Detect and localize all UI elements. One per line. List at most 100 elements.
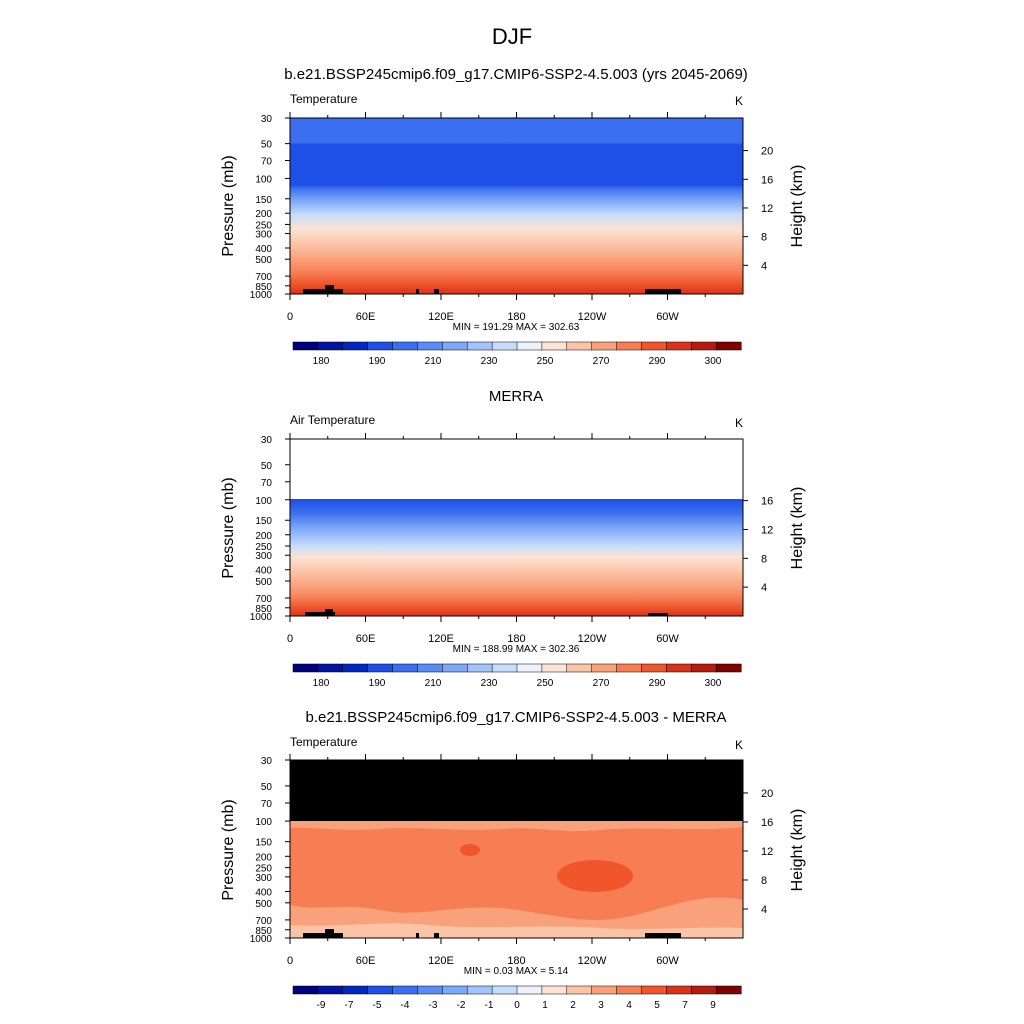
x-tick-label: 120E: [428, 955, 454, 967]
x-tick-label: 120W: [578, 311, 607, 323]
colorbar-swatch: [591, 341, 618, 351]
y-tick-label: 150: [255, 195, 272, 206]
y-tick-label: 70: [261, 799, 273, 810]
y-tick-label: 100: [255, 174, 272, 185]
x-tick-label: 120E: [428, 633, 454, 645]
colorbar-label: 250: [537, 678, 554, 689]
y-axis-label: Pressure (mb): [220, 155, 237, 256]
colorbar-swatch: [466, 341, 493, 351]
colorbar-label: 9: [710, 1000, 716, 1011]
colorbar-label: 4: [626, 1000, 632, 1011]
contour-blob: [460, 844, 480, 856]
plot-area: [289, 759, 744, 939]
variable-label: Air Temperature: [290, 413, 375, 427]
colorbar-swatch: [442, 985, 468, 995]
field-fill: [290, 118, 743, 294]
y2-tick-label: 4: [761, 260, 767, 272]
y-tick-label: 50: [261, 782, 273, 793]
colorbar-swatch: [516, 663, 543, 673]
y-tick-label: 70: [261, 478, 273, 489]
colorbar: 180 190 210 230 250 270 290 300: [292, 341, 742, 367]
masked-region: [290, 760, 743, 821]
y-tick-label: 250: [255, 542, 272, 553]
colorbar-swatch: [715, 341, 742, 351]
x-tick-label: 60E: [356, 311, 376, 323]
topography-mark: [305, 612, 335, 616]
topography-mark: [325, 929, 334, 938]
y-tick-label: 400: [255, 244, 272, 255]
colorbar-swatch: [367, 663, 394, 673]
colorbar-label: 300: [705, 678, 722, 689]
y-tick-label: 250: [255, 864, 272, 875]
stats-label: MIN = 191.29 MAX = 302.63: [453, 322, 580, 333]
colorbar-swatch: [690, 985, 717, 995]
x-tick-label: 60E: [356, 633, 376, 645]
colorbar-label: 180: [313, 356, 330, 367]
units-label: K: [735, 94, 743, 108]
y2-tick-label: 12: [761, 203, 773, 215]
y-tick-label: 200: [255, 852, 272, 863]
colorbar-swatch: [417, 663, 443, 673]
colorbar-swatch: [491, 985, 518, 995]
colorbar-label: -5: [373, 1000, 382, 1011]
topography-mark: [303, 933, 343, 938]
y2-tick-label: 4: [761, 582, 767, 594]
colorbar-swatch: [666, 663, 692, 673]
y-tick-label: 250: [255, 220, 272, 231]
y-tick-label: 700: [255, 594, 272, 605]
colorbar-swatch: [491, 341, 518, 351]
variable-label: Temperature: [290, 735, 358, 749]
colorbar-swatch: [392, 663, 418, 673]
y-tick-label: 30: [261, 114, 273, 125]
colorbar-swatch: [442, 663, 468, 673]
empty-region: [290, 439, 743, 499]
x-tick-label: 0: [287, 955, 293, 967]
colorbar-swatch: [690, 663, 717, 673]
y-tick-label: 300: [255, 873, 272, 884]
colorbar-swatch: [317, 985, 344, 995]
colorbar-swatch: [641, 663, 667, 673]
y-tick-label: 200: [255, 531, 272, 542]
colorbar-swatch: [342, 341, 369, 351]
colorbar-swatch: [715, 985, 742, 995]
x-axis: 0 60E 120E 180 120W 60W: [287, 754, 706, 967]
colorbar-swatch: [616, 341, 642, 351]
colorbar-swatch: [516, 341, 543, 351]
y2-tick-label: 16: [761, 174, 773, 186]
y-tick-label: 400: [255, 887, 272, 898]
colorbar-swatch: [641, 985, 667, 995]
topography-mark: [645, 289, 681, 294]
x-tick-label: 0: [287, 311, 293, 323]
panel-merra: MERRA Air Temperature K 3050701001502002…: [220, 388, 806, 689]
colorbar-swatch: [442, 341, 468, 351]
x-tick-label: 60W: [656, 633, 679, 645]
plot-area: [289, 117, 744, 295]
y-tick-label: 1000: [250, 290, 273, 301]
colorbar-swatch: [591, 985, 618, 995]
y-tick-label: 30: [261, 756, 273, 767]
field-fill: [290, 499, 743, 616]
colorbar-swatch: [317, 663, 344, 673]
y-tick-label: 200: [255, 209, 272, 220]
x-tick-label: 60W: [656, 955, 679, 967]
x-tick-label: 120E: [428, 311, 454, 323]
y-tick-label: 850: [255, 926, 272, 937]
y-tick-label: 100: [255, 817, 272, 828]
colorbar-swatch: [466, 663, 493, 673]
colorbar-swatch: [666, 341, 692, 351]
colorbar-swatch: [566, 663, 593, 673]
panel-title: b.e21.BSSP245cmip6.f09_g17.CMIP6-SSP2-4.…: [305, 709, 726, 726]
y-tick-label: 500: [255, 899, 272, 910]
colorbar-swatch: [417, 341, 443, 351]
colorbar-label: 270: [593, 678, 610, 689]
page-title: DJF: [492, 24, 532, 49]
y-axis-label: Pressure (mb): [220, 477, 237, 578]
panel-title: MERRA: [489, 388, 543, 405]
right-axis: 4 8 12 16: [743, 496, 773, 594]
colorbar-label: 180: [313, 678, 330, 689]
contour-band: [290, 821, 743, 832]
colorbar-label: 0: [514, 1000, 520, 1011]
topography-mark: [325, 609, 333, 616]
colorbar-swatch: [292, 985, 319, 995]
